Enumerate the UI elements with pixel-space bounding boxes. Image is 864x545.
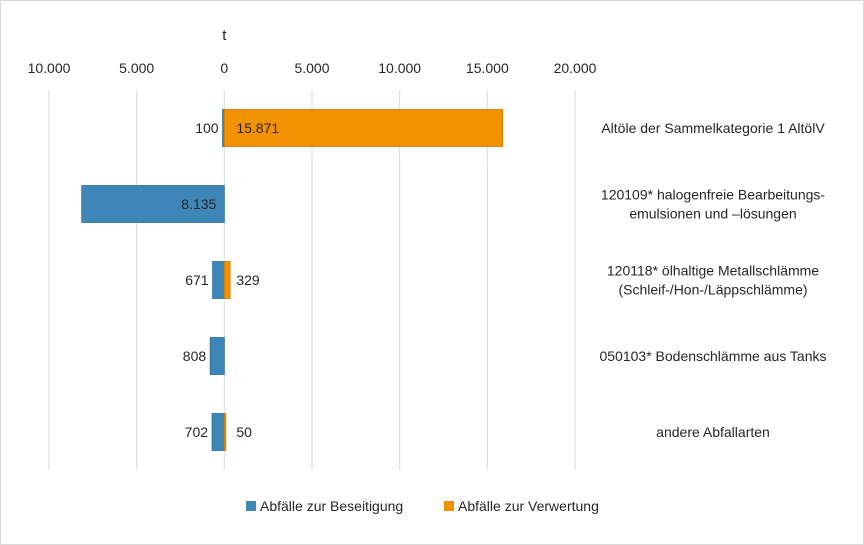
data-label-beseitigung: 100 [195,120,219,136]
bar-verwertung [223,413,227,451]
bar-verwertung [223,261,231,299]
category-label: Altöle der Sammelkategorie 1 AltölV [601,120,825,136]
legend: Abfälle zur Beseitigung Abfälle zur Verwe… [246,498,599,514]
category-label: andere Abfallarten [656,424,770,440]
gridlines [48,90,576,470]
data-label-verwertung: 329 [236,272,260,288]
x-tick-label: 10.000 [28,60,71,76]
bar-verwertung [223,109,504,147]
legend-label: Abfälle zur Verwertung [458,498,599,514]
legend-swatch [444,501,454,511]
x-tick-label: 0 [220,60,228,76]
x-tick-label: 5.000 [119,60,154,76]
category-labels: Altöle der Sammelkategorie 1 AltölV 12010… [599,120,826,440]
bars [81,109,504,451]
data-label-beseitigung: 8.135 [181,196,216,212]
category-label: emulsionen und –lösungen [629,206,796,222]
data-labels: 100 15.871 8.135 671 329 808 702 50 [181,120,279,440]
bar-beseitigung [81,185,225,223]
category-label: 120109* halogenfreie Bearbeitungs- [601,187,826,203]
legend-swatch [246,501,256,511]
x-tick-label: 5.000 [294,60,329,76]
data-label-verwertung: 15.871 [236,120,279,136]
category-label: (Schleif-/Hon-/Läppschlämme) [618,282,807,298]
bar-beseitigung [212,261,225,299]
x-tick-label: 15.000 [466,60,509,76]
legend-label: Abfälle zur Beseitigung [260,498,403,514]
data-label-beseitigung: 702 [185,424,209,440]
x-tick-label: 10.000 [378,60,421,76]
category-label: 050103* Bodenschlämme aus Tanks [599,348,826,364]
category-label: 120118* ölhaltige Metallschlämme [607,263,819,279]
data-label-beseitigung: 808 [183,348,207,364]
x-tick-labels: 10.000 5.000 0 5.000 10.000 15.000 20.000 [28,60,597,76]
data-label-verwertung: 50 [236,424,252,440]
x-axis-title: t [222,27,227,44]
x-tick-label: 20.000 [554,60,597,76]
bar-beseitigung [209,337,225,375]
data-label-beseitigung: 671 [185,272,209,288]
bar-beseitigung [211,413,225,451]
